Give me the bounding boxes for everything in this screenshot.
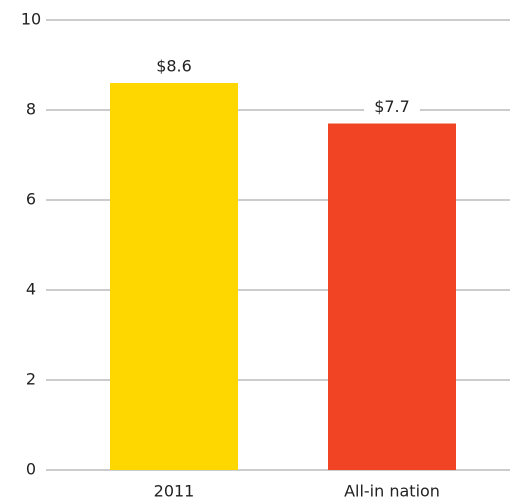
x-tick-label: 2011 — [154, 482, 195, 501]
value-label: $7.7 — [374, 97, 410, 116]
y-tick-label: 0 — [26, 460, 36, 479]
value-label-background — [364, 96, 420, 119]
value-label: $8.6 — [156, 57, 192, 76]
y-tick-label: 10 — [21, 10, 41, 29]
bar — [110, 83, 238, 470]
y-tick-label: 6 — [26, 190, 36, 209]
bar — [328, 123, 456, 470]
y-tick-label: 8 — [26, 100, 36, 119]
y-tick-label: 4 — [26, 280, 36, 299]
y-tick-label: 2 — [26, 370, 36, 389]
x-tick-label: All-in nation — [344, 482, 440, 501]
value-label-background — [146, 56, 202, 78]
